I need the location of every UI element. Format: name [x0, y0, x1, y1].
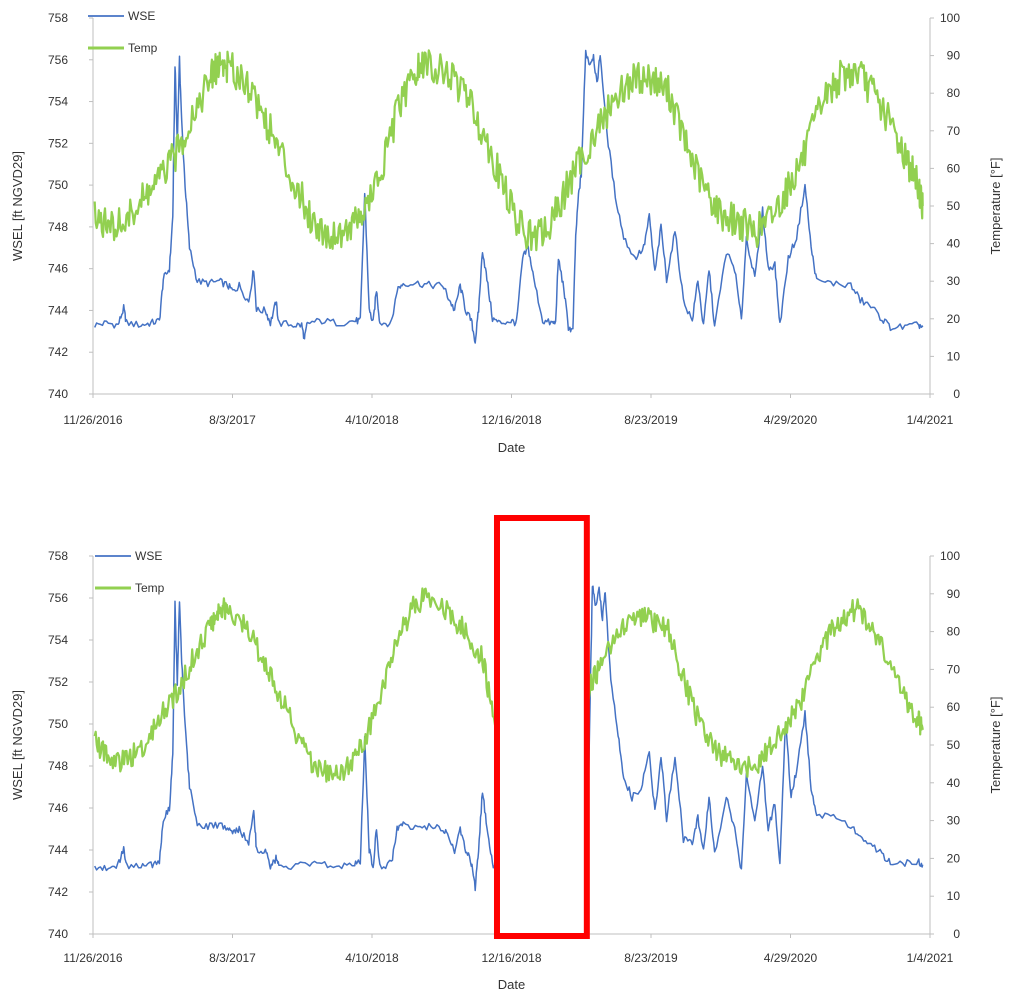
y-left-tick-label: 754	[48, 95, 68, 109]
y-axis-left-title: WSEL [ft NGVD29]	[10, 690, 25, 800]
y-axis-right-title: Temperature [°F]	[988, 158, 1003, 255]
series-line-wse	[94, 600, 498, 892]
y-left-tick-label: 752	[48, 675, 68, 689]
y-left-tick-label: 746	[48, 801, 68, 815]
y-right-tick-label: 30	[947, 274, 961, 288]
x-tick-label: 4/10/2018	[345, 413, 399, 427]
y-right-tick-label: 80	[947, 86, 961, 100]
y-left-tick-label: 748	[48, 759, 68, 773]
x-tick-label: 4/29/2020	[764, 413, 818, 427]
y-right-tick-label: 20	[947, 312, 961, 326]
y-right-tick-label: 0	[953, 927, 960, 941]
y-left-tick-label: 744	[48, 303, 68, 317]
series-line-temp	[93, 49, 924, 252]
y-right-tick-label: 70	[947, 662, 961, 676]
y-axis-left-title: WSEL [ft NGVD29]	[10, 151, 25, 261]
y-right-tick-label: 40	[947, 776, 961, 790]
y-right-tick-label: 20	[947, 851, 961, 865]
x-tick-label: 8/23/2019	[624, 951, 678, 965]
y-right-tick-label: 70	[947, 124, 961, 138]
y-left-tick-label: 742	[48, 885, 68, 899]
y-right-tick-label: 80	[947, 625, 961, 639]
y-right-tick-label: 60	[947, 161, 961, 175]
y-right-tick-label: 0	[953, 387, 960, 401]
y-right-tick-label: 100	[940, 549, 960, 563]
legend-label-wse: WSE	[135, 549, 162, 563]
y-right-tick-label: 30	[947, 814, 961, 828]
x-tick-label: 8/23/2019	[624, 413, 678, 427]
y-left-tick-label: 740	[48, 927, 68, 941]
y-right-tick-label: 100	[940, 11, 960, 25]
series-line-temp	[585, 598, 924, 778]
x-axis-title: Date	[498, 977, 525, 992]
x-tick-label: 8/3/2017	[209, 413, 256, 427]
x-tick-label: 11/26/2016	[63, 413, 122, 427]
y-right-tick-label: 60	[947, 700, 961, 714]
y-left-tick-label: 740	[48, 387, 68, 401]
x-tick-label: 8/3/2017	[209, 951, 256, 965]
x-tick-label: 4/10/2018	[345, 951, 399, 965]
y-right-tick-label: 90	[947, 587, 961, 601]
y-right-tick-label: 40	[947, 237, 961, 251]
y-left-tick-label: 756	[48, 591, 68, 605]
x-tick-label: 12/16/2018	[481, 413, 541, 427]
chart-1: 740 742 744 746 748 750 752 754 756 758 0 10 20 30 40 5…	[10, 9, 1003, 455]
y-left-tick-label: 744	[48, 843, 68, 857]
series-line-wse	[94, 49, 924, 344]
y-right-tick-label: 50	[947, 199, 961, 213]
y-left-tick-label: 754	[48, 633, 68, 647]
x-tick-label: 1/4/2021	[907, 951, 954, 965]
series-line-wse	[586, 585, 924, 879]
legend-label-temp: Temp	[135, 581, 165, 595]
x-axis-title: Date	[498, 440, 525, 455]
x-tick-label: 11/26/2016	[63, 951, 122, 965]
y-left-tick-label: 750	[48, 178, 68, 192]
y-right-tick-label: 90	[947, 49, 961, 63]
legend-label-wse: WSE	[128, 9, 155, 23]
y-left-tick-label: 742	[48, 345, 68, 359]
y-left-tick-label: 746	[48, 262, 68, 276]
y-left-tick-label: 752	[48, 136, 68, 150]
y-right-tick-label: 10	[947, 349, 961, 363]
series-line-temp	[93, 587, 499, 783]
y-left-tick-label: 756	[48, 53, 68, 67]
y-left-tick-label: 750	[48, 717, 68, 731]
chart-2: 740 742 744 746 748 750 752 754 756 758 0 10 20 30 40 5…	[10, 515, 1003, 992]
data-gap-highlight	[493, 515, 590, 939]
y-left-tick-label: 758	[48, 549, 68, 563]
y-left-tick-label: 748	[48, 220, 68, 234]
y-left-tick-label: 758	[48, 11, 68, 25]
x-tick-label: 12/16/2018	[481, 951, 541, 965]
x-tick-label: 1/4/2021	[907, 413, 954, 427]
y-right-tick-label: 10	[947, 889, 961, 903]
y-right-tick-label: 50	[947, 738, 961, 752]
y-axis-right-title: Temperature [°F]	[988, 697, 1003, 794]
x-tick-label: 4/29/2020	[764, 951, 818, 965]
legend-label-temp: Temp	[128, 41, 158, 55]
